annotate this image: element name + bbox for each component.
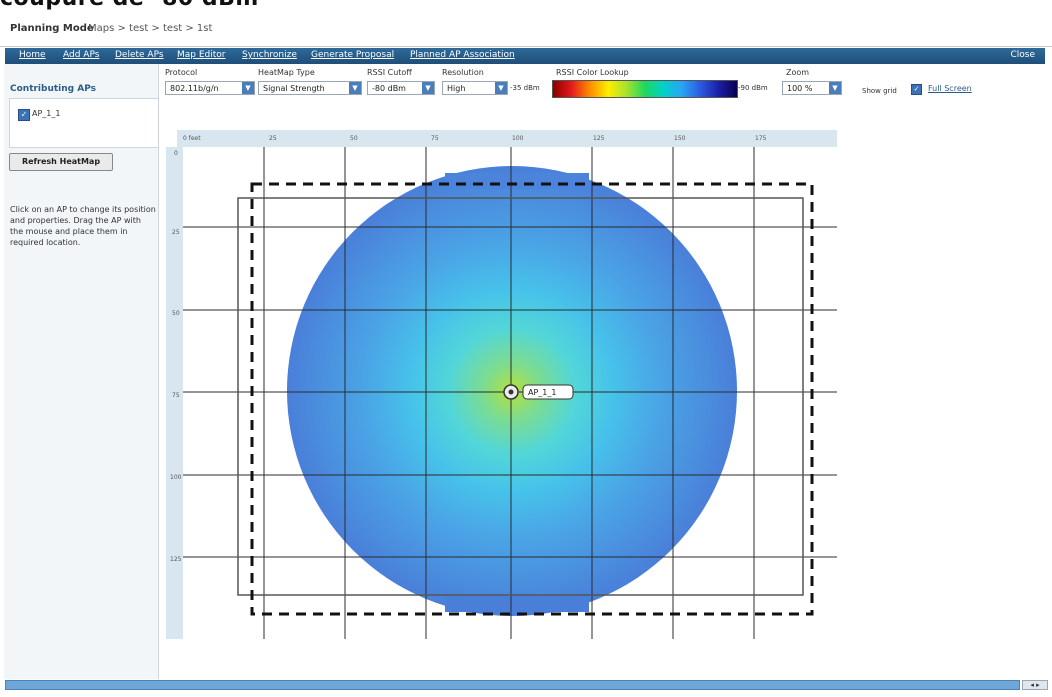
contributing-aps-title: Contributing APs	[10, 84, 97, 94]
planning-mode-label: Planning Mode	[10, 23, 94, 34]
building-boundary	[250, 182, 814, 616]
zoom-select[interactable]: 100 % ▼	[782, 81, 842, 95]
x-tick: 125	[593, 135, 605, 142]
y-tick: 75	[172, 392, 180, 399]
ap-marker[interactable]: AP_1_1	[503, 384, 574, 400]
map-grid	[183, 147, 837, 639]
help-text: Click on an AP to change its position an…	[10, 205, 156, 247]
resolution-label: Resolution	[442, 68, 484, 77]
x-tick: 25	[269, 135, 277, 142]
floor-outline	[237, 197, 804, 596]
resolution-value: High	[447, 84, 466, 93]
resolution-select[interactable]: High ▼	[442, 81, 508, 95]
y-tick: 50	[172, 310, 180, 317]
menu-bar: Home Add APs Delete APs Map Editor Synch…	[5, 48, 1045, 64]
chevron-down-icon: ▼	[422, 82, 434, 94]
heatmap-canvas[interactable]: AP_1_1	[183, 147, 837, 639]
chevron-down-icon: ▼	[349, 82, 361, 94]
menu-map-editor[interactable]: Map Editor	[177, 50, 226, 60]
chevron-down-icon: ▼	[242, 82, 254, 94]
ap-checkbox[interactable]: ✓	[18, 109, 30, 121]
x-tick: 75	[431, 135, 439, 142]
ap-label: AP_1_1	[528, 388, 556, 397]
rssi-color-scale	[552, 80, 738, 98]
scroll-arrows[interactable]: ◂ ▸	[1022, 680, 1048, 690]
x-tick: 0 feet	[183, 135, 201, 142]
protocol-value: 802.11b/g/n	[170, 84, 219, 93]
y-tick: 0	[174, 150, 178, 157]
horizontal-scrollbar[interactable]	[5, 680, 1020, 690]
rssi-cutoff-value: -80 dBm	[372, 84, 406, 93]
menu-planned-ap-association[interactable]: Planned AP Association	[410, 50, 515, 60]
x-tick: 175	[755, 135, 767, 142]
protocol-select[interactable]: 802.11b/g/n ▼	[165, 81, 255, 95]
heatmap-type-value: Signal Strength	[263, 84, 325, 93]
x-tick: 50	[350, 135, 358, 142]
coverage-bottom-edge	[445, 596, 589, 612]
y-tick: 25	[172, 229, 180, 236]
heatmap-type-label: HeatMap Type	[258, 68, 315, 77]
show-grid-label: Show grid	[862, 87, 897, 95]
menu-add-aps[interactable]: Add APs	[63, 50, 100, 60]
heatmap-svg: AP_1_1	[183, 147, 837, 639]
ap-label-box	[522, 384, 574, 400]
full-screen-link[interactable]: Full Screen	[928, 84, 972, 93]
menu-generate-proposal[interactable]: Generate Proposal	[311, 50, 395, 60]
refresh-heatmap-button[interactable]: Refresh HeatMap	[9, 153, 113, 171]
show-grid-checkbox[interactable]: ✓	[911, 84, 922, 95]
zoom-label: Zoom	[786, 68, 810, 77]
x-tick: 100	[512, 135, 524, 142]
close-button[interactable]: Close	[1010, 50, 1035, 60]
rssi-max-label: -90 dBm	[738, 84, 768, 92]
zoom-value: 100 %	[787, 84, 813, 93]
rssi-cutoff-label: RSSI Cutoff	[367, 68, 412, 77]
rssi-min-label: -35 dBm	[510, 84, 540, 92]
horizontal-ruler: 0 feet 25 50 75 100 125 150 175	[177, 130, 837, 148]
menu-synchronize[interactable]: Synchronize	[242, 50, 297, 60]
x-tick: 150	[674, 135, 686, 142]
caption-text: coupure de -80 dBm	[0, 0, 259, 12]
left-panel: Contributing APs ✓ AP_1_1 Refresh HeatMa…	[4, 64, 159, 679]
y-tick: 125	[170, 556, 182, 563]
chevron-down-icon: ▼	[495, 82, 507, 94]
menu-delete-aps[interactable]: Delete APs	[115, 50, 164, 60]
y-tick: 100	[170, 474, 182, 481]
access-point-center	[508, 389, 514, 395]
vertical-ruler: 0 25 50 75 100 125	[166, 147, 184, 639]
rssi-cutoff-select[interactable]: -80 dBm ▼	[367, 81, 435, 95]
ap-list: ✓ AP_1_1	[9, 98, 159, 148]
title-bar: Planning Mode Maps > test > test > 1st	[0, 12, 1052, 47]
coverage-top-edge	[445, 173, 589, 189]
menu-home[interactable]: Home	[19, 50, 46, 60]
ap-name: AP_1_1	[32, 109, 61, 118]
breadcrumb[interactable]: Maps > test > test > 1st	[88, 23, 213, 34]
heatmap-type-select[interactable]: Signal Strength ▼	[258, 81, 362, 95]
protocol-label: Protocol	[165, 68, 198, 77]
rssi-color-lookup-label: RSSI Color Lookup	[556, 68, 629, 77]
chevron-down-icon: ▼	[829, 82, 841, 94]
